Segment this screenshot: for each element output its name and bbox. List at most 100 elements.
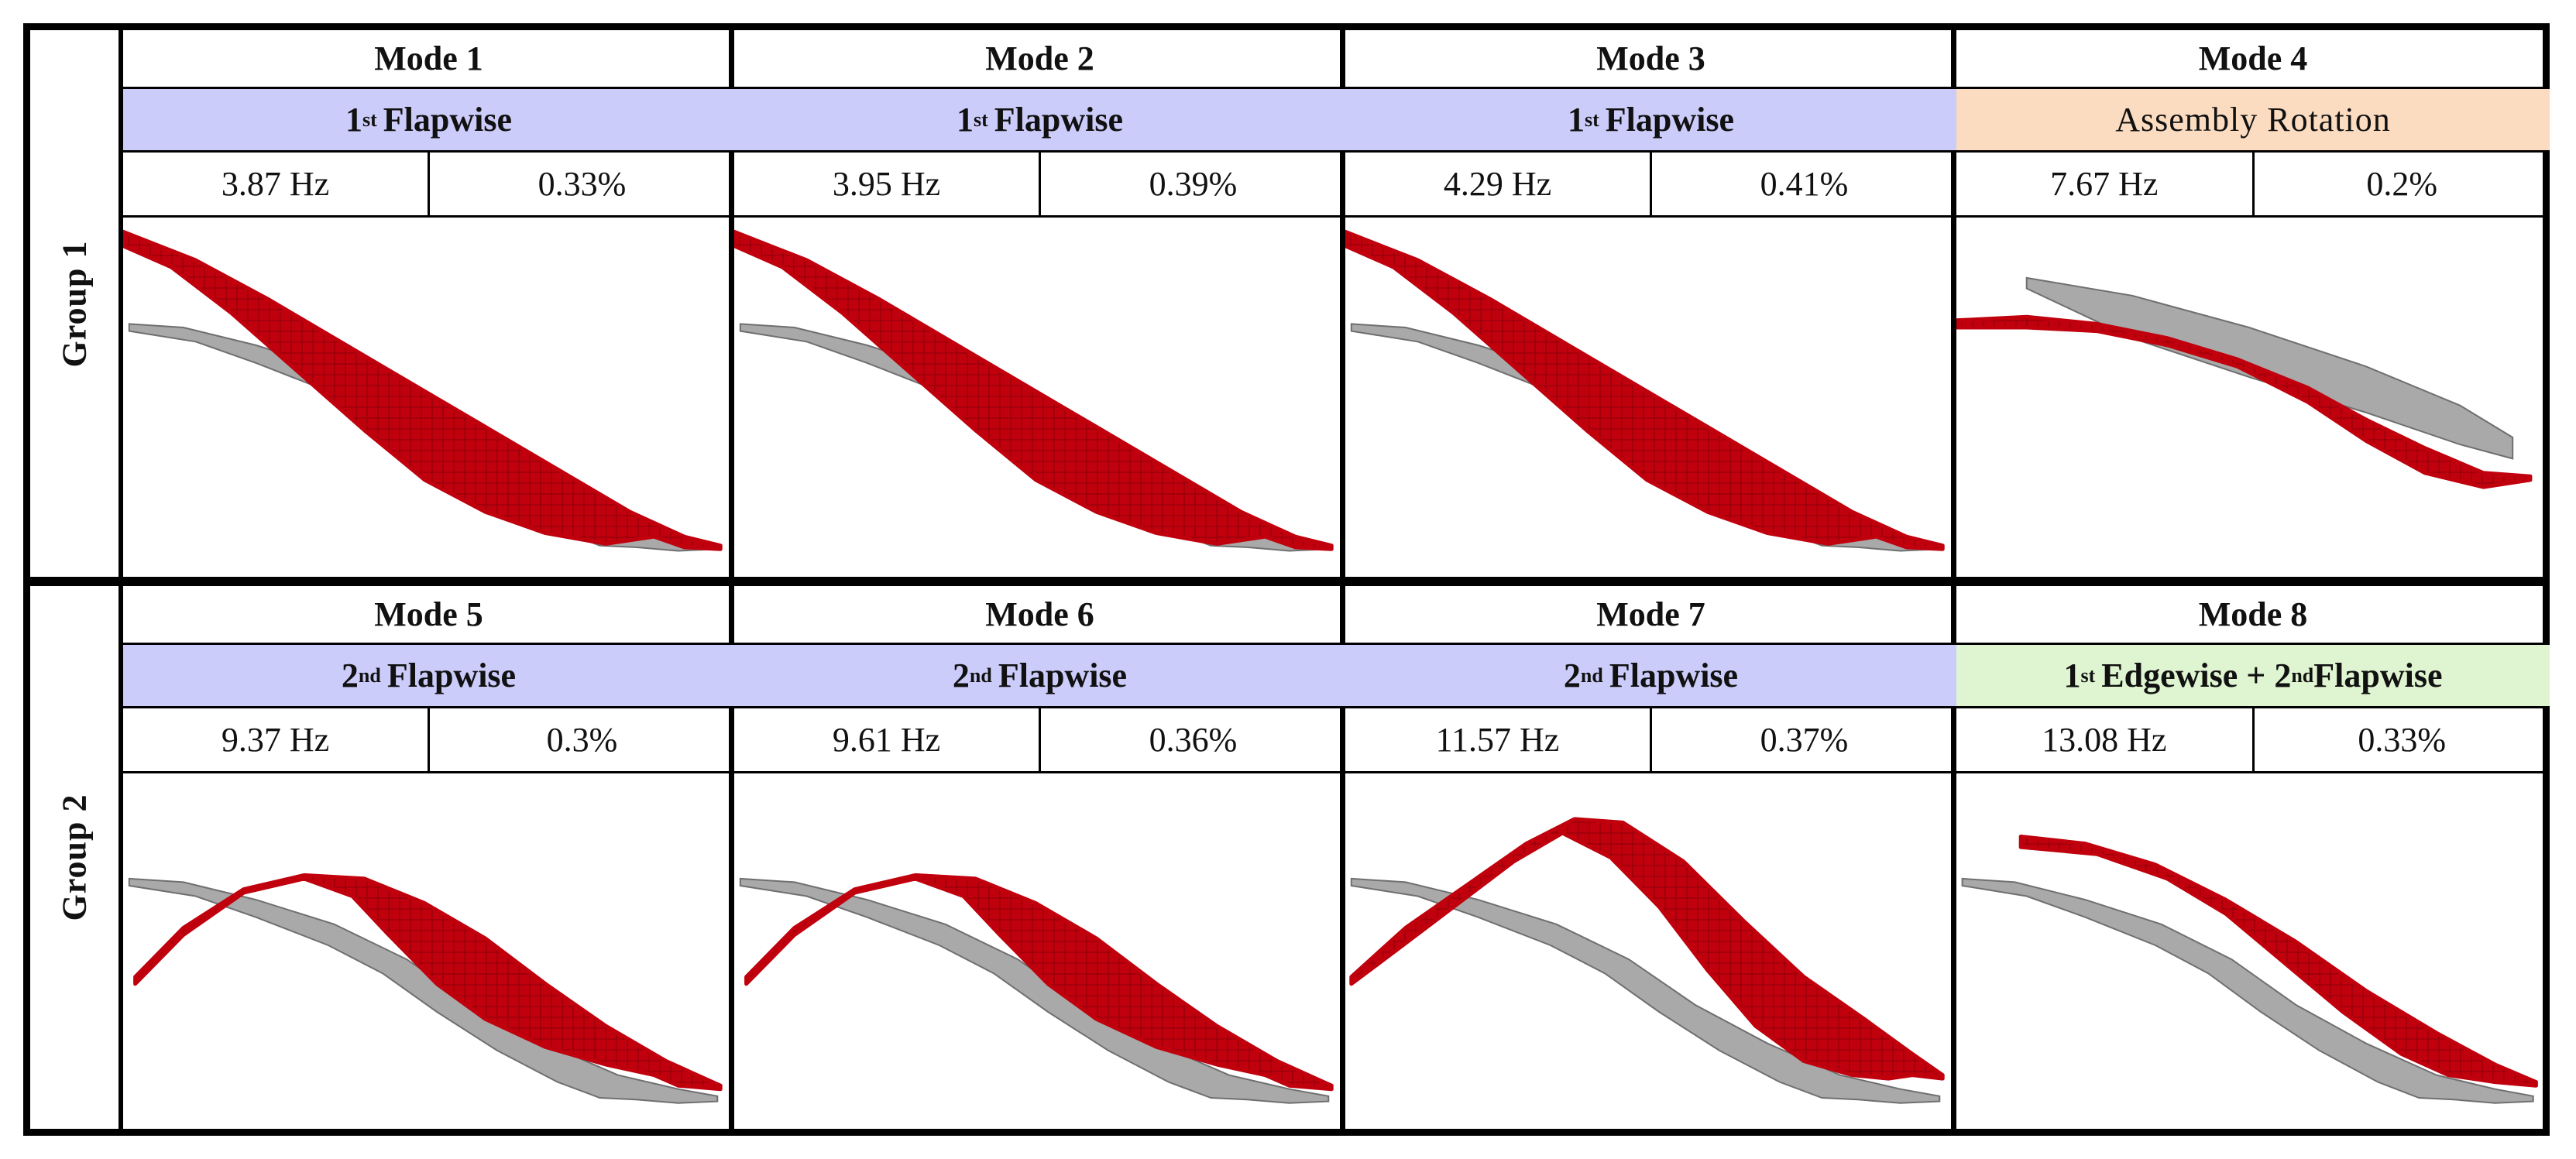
mode-panel: Mode 4 Assembly Rotation 7.67 Hz 0.2% [1956, 30, 2550, 577]
frequency-value: 3.87 Hz [123, 153, 430, 215]
mode-shape-plot [1349, 817, 1945, 1104]
deformed-blade [1345, 229, 1945, 551]
damping-value: 0.39% [1149, 165, 1238, 203]
damping-value: 0.33% [2358, 721, 2447, 759]
mode-type-text: Flapwise [386, 657, 517, 694]
deformed-blade-edge [1350, 817, 1944, 1077]
mode-shape-area [734, 218, 1340, 577]
mode-title: Mode 2 [734, 30, 1345, 89]
mode-values: 7.67 Hz 0.2% [1956, 153, 2550, 218]
frequency-value: 9.61 Hz [734, 708, 1041, 771]
mode-order: 1 [345, 101, 362, 139]
mode-type-text: Flapwise [383, 101, 512, 139]
mode-title: Mode 1 [123, 30, 734, 89]
mode-order: 1 [956, 101, 974, 139]
deformed-blade [1956, 314, 2533, 489]
deformed-blade [2018, 835, 2538, 1088]
frequency-value: 13.08 Hz [1956, 708, 2255, 771]
frequency-value: 11.57 Hz [1345, 708, 1652, 771]
mode-shape-plot [734, 229, 1334, 552]
mode-values: 13.08 Hz 0.33% [1956, 708, 2550, 773]
deformed-blade [1349, 817, 1945, 1081]
mode-title-text: Mode 3 [1596, 39, 1705, 77]
frequency-value: 9.37 Hz [123, 708, 430, 771]
mode-title: Mode 6 [734, 586, 1345, 645]
damping-value: 0.36% [1149, 721, 1238, 759]
mode-title-text: Mode 5 [374, 595, 483, 633]
mode-title: Mode 4 [1956, 30, 2550, 89]
mode-title-text: Mode 4 [2198, 39, 2308, 77]
mode-shape-plot [123, 229, 723, 552]
mode-title: Mode 8 [1956, 586, 2550, 645]
mode-title: Mode 5 [123, 586, 734, 645]
mode-title-text: Mode 8 [2198, 595, 2308, 633]
mode-title: Mode 7 [1345, 586, 1956, 645]
mode-title-text: Mode 7 [1596, 595, 1705, 633]
frequency-value: 7.67 Hz [1956, 153, 2255, 215]
mode-values: 9.61 Hz 0.36% [734, 708, 1345, 773]
frequency-value: 4.29 Hz [1345, 153, 1652, 215]
damping-value: 0.41% [1760, 165, 1849, 203]
undeformed-blade [1350, 877, 1941, 1104]
mode-order: 1 [1567, 101, 1585, 139]
mode-shape-area [1345, 218, 1951, 577]
undeformed-blade [128, 877, 719, 1104]
mode-type-text: Flapwise [1609, 657, 1739, 694]
deformed-blade [123, 229, 723, 551]
deformed-blade-edge [134, 873, 722, 1088]
undeformed-blade [1961, 877, 2534, 1104]
mode-type-banner: Assembly Rotation [1956, 89, 2550, 153]
mode-values: 3.95 Hz 0.39% [734, 153, 1345, 218]
mode-type-text: Assembly Rotation [2115, 101, 2391, 139]
mode-shape-area [1956, 218, 2544, 577]
mode-type-text: Flapwise [994, 101, 1123, 139]
deformed-blade-edge [745, 873, 1333, 1088]
group-label-2: Group 2 [30, 586, 123, 1129]
deformed-blade [734, 229, 1334, 551]
mode-shape-area [123, 218, 729, 577]
mode-values: 11.57 Hz 0.37% [1345, 708, 1956, 773]
mode-shape-area [734, 773, 1340, 1129]
group-divider [23, 577, 2550, 586]
damping-value: 0.3% [546, 721, 618, 759]
damping-value: 0.33% [538, 165, 627, 203]
mode-order: 2 [341, 657, 359, 694]
mode-shape-plot [739, 873, 1334, 1104]
mode-shape-area [1956, 773, 2544, 1129]
damping-value: 0.2% [2366, 165, 2438, 203]
mode-shape-plot [1345, 229, 1945, 552]
mode-shape-area [1345, 773, 1951, 1129]
mode-title: Mode 3 [1345, 30, 1956, 89]
mode-values: 9.37 Hz 0.3% [123, 708, 734, 773]
mode-title-text: Mode 2 [985, 39, 1094, 77]
group-label-text: Group 2 [55, 794, 94, 921]
undeformed-blade [2025, 276, 2514, 460]
mode-shape-plot [1956, 276, 2533, 489]
mode-order: 1 [2063, 657, 2081, 694]
mode-type-text: Flapwise [998, 657, 1128, 694]
mode-title-text: Mode 1 [374, 39, 483, 77]
mode-shape-area [123, 773, 729, 1129]
mode-type-text: Flapwise [1605, 101, 1734, 139]
mode-order: 2 [952, 657, 970, 694]
mode-order: 2 [1563, 657, 1581, 694]
undeformed-blade [739, 877, 1330, 1104]
group-label-1: Group 1 [30, 30, 123, 577]
damping-value: 0.37% [1760, 721, 1849, 759]
mode-values: 4.29 Hz 0.41% [1345, 153, 1956, 218]
mode-shape-plot [1961, 835, 2538, 1104]
mode-type-text-2: Flapwise [2313, 657, 2443, 694]
